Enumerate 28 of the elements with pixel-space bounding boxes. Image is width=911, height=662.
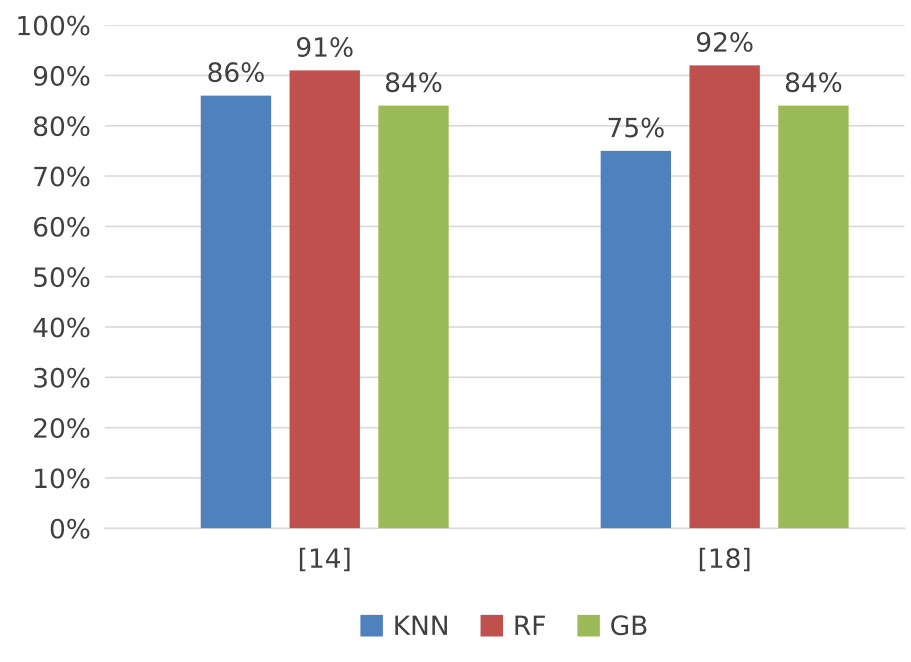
y-tick-label: 40% [34,317,90,338]
data-label: 75% [608,118,664,138]
bar [600,150,672,528]
y-tick-label: 80% [34,116,90,136]
y-tick-label: 50% [34,267,90,288]
y-tick-label: 90% [34,66,90,86]
bar [290,70,360,528]
data-label: 92% [696,32,753,52]
y-tick-label: 30% [34,368,90,388]
data-label: 84% [386,72,442,92]
data-label: 86% [208,62,264,82]
y-tick-label: 20% [34,418,90,438]
data-label: 91% [297,37,353,57]
bar [378,106,449,528]
bar [778,106,849,528]
legend-label: KNN [395,616,447,635]
legend-label: GB [611,615,646,636]
bar [200,96,272,528]
y-tick-label: 100% [18,16,90,36]
x-tick-label: [18] [700,548,750,572]
y-tick-label: 10% [35,468,90,488]
data-label: 84% [786,72,842,92]
bar [689,65,760,528]
legend-label: RF [515,616,545,635]
y-tick-label: 60% [34,216,90,237]
x-tick-label: [14] [300,548,350,572]
y-tick-label: 0% [50,518,90,539]
y-tick-label: 70% [34,166,90,186]
